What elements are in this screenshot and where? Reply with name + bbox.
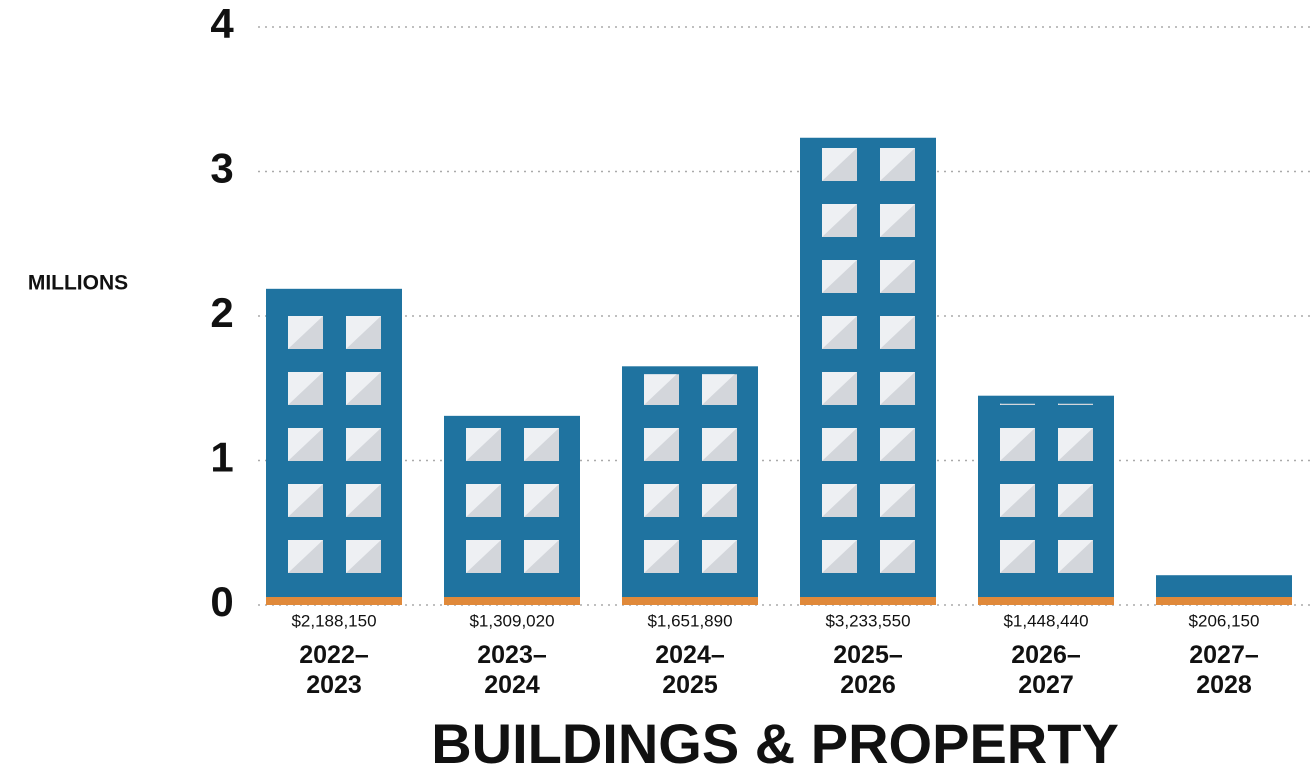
window-shine — [702, 428, 737, 461]
window-shine — [880, 316, 915, 349]
x-tick-label: 2026– 2027 — [1011, 641, 1081, 699]
x-tick-label: 2025– 2026 — [833, 641, 903, 699]
y-tick-label: 1 — [210, 434, 233, 481]
window-shine — [346, 316, 381, 349]
window-shine — [880, 428, 915, 461]
bar — [622, 366, 758, 605]
window-shine — [702, 374, 735, 405]
window-shine — [288, 484, 323, 517]
window-shine — [524, 540, 559, 573]
y-axis-label: MILLIONS — [28, 272, 128, 295]
window-shine — [466, 540, 501, 573]
window-shine — [822, 148, 857, 181]
window-shine — [466, 484, 501, 517]
windows — [1000, 403, 1093, 573]
windows — [822, 148, 915, 573]
window-shine — [822, 540, 857, 573]
window — [1236, 540, 1271, 573]
window-shine — [644, 484, 679, 517]
window-shine — [1236, 540, 1271, 573]
window — [288, 260, 323, 293]
window-shine — [346, 540, 381, 573]
value-label: $1,309,020 — [469, 611, 554, 630]
window-shine — [346, 372, 381, 405]
window-shine — [1000, 540, 1035, 573]
bar-base — [444, 597, 580, 605]
window — [1178, 540, 1213, 573]
window-shine — [1058, 540, 1093, 573]
window-shine — [644, 540, 679, 573]
bar-base — [978, 597, 1114, 605]
window-shine — [880, 484, 915, 517]
window-shine — [466, 428, 501, 461]
chart-title: BUILDINGS & PROPERTY — [431, 712, 1119, 775]
value-label: $2,188,150 — [291, 611, 376, 630]
window-shine — [880, 372, 915, 405]
x-tick-label: 2024– 2025 — [655, 641, 725, 699]
window-shine — [288, 316, 323, 349]
bar — [266, 288, 402, 605]
window-shine — [346, 260, 381, 293]
window-shine — [288, 372, 323, 405]
window-shine — [1000, 428, 1035, 461]
value-label: $206,150 — [1189, 611, 1260, 630]
bar — [978, 395, 1114, 605]
window-shine — [1058, 484, 1093, 517]
y-tick-label: 3 — [210, 145, 233, 192]
y-tick-label: 4 — [210, 0, 234, 47]
windows — [644, 374, 737, 573]
window-shine — [822, 316, 857, 349]
window-shine — [1058, 403, 1060, 405]
window-shine — [1178, 540, 1213, 573]
value-label: $3,233,550 — [825, 611, 910, 630]
bar-base — [800, 597, 936, 605]
window-shine — [822, 428, 857, 461]
window-shine — [346, 484, 381, 517]
window-shine — [644, 374, 677, 405]
y-tick-label: 2 — [210, 289, 233, 336]
window-shine — [524, 484, 559, 517]
window-shine — [822, 372, 857, 405]
windows — [466, 428, 559, 573]
window — [346, 260, 381, 293]
x-tick-label: 2023– 2024 — [477, 641, 547, 699]
window-shine — [702, 540, 737, 573]
bar — [444, 415, 580, 605]
window-shine — [524, 428, 559, 461]
window-shine — [288, 260, 323, 293]
value-label: $1,448,440 — [1003, 611, 1088, 630]
windows — [1178, 540, 1271, 573]
window-shine — [822, 260, 857, 293]
window-shine — [880, 540, 915, 573]
window-shine — [880, 260, 915, 293]
window — [1000, 403, 1035, 405]
x-tick-label: 2022– 2023 — [299, 641, 369, 699]
window-shine — [644, 428, 679, 461]
window-shine — [702, 484, 737, 517]
value-label: $1,651,890 — [647, 611, 732, 630]
window-shine — [1058, 428, 1093, 461]
y-tick-label: 0 — [210, 578, 233, 625]
bar — [800, 137, 936, 606]
bar-base — [266, 597, 402, 605]
window-shine — [822, 204, 857, 237]
x-tick-label: 2027– 2028 — [1189, 641, 1259, 699]
window-shine — [1000, 484, 1035, 517]
window-shine — [822, 484, 857, 517]
window-shine — [346, 428, 381, 461]
window-shine — [288, 540, 323, 573]
window-shine — [1000, 403, 1002, 405]
bar-base — [1156, 597, 1292, 605]
window-shine — [288, 428, 323, 461]
bar-base — [622, 597, 758, 605]
window-shine — [880, 204, 915, 237]
window — [1058, 403, 1093, 405]
window-shine — [880, 148, 915, 181]
windows — [288, 260, 381, 573]
